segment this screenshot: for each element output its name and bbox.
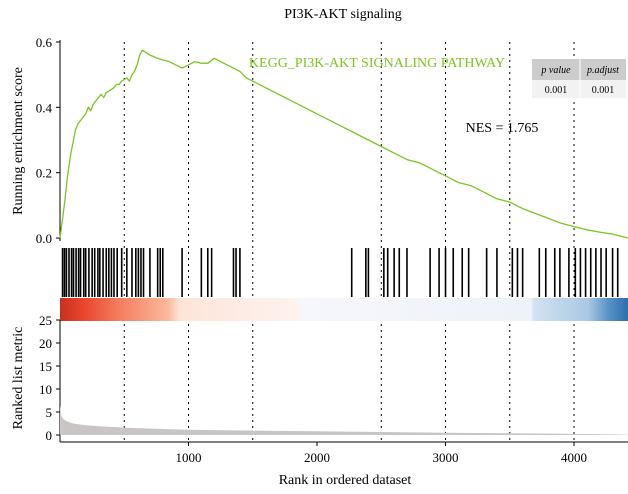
stats-values-bg bbox=[532, 80, 626, 98]
metric-tick-label: 10 bbox=[39, 382, 52, 397]
metric-tick-label: 5 bbox=[46, 405, 53, 420]
x-tick-label: 3000 bbox=[433, 450, 459, 465]
pathway-label: KEGG_PI3K-AKT SIGNALING PATHWAY bbox=[249, 56, 505, 71]
x-tick-label: 4000 bbox=[561, 450, 587, 465]
metric-y-label: Ranked list metric bbox=[11, 327, 26, 430]
nes-label: NES = 1.765 bbox=[466, 121, 539, 136]
stats-header-pvalue: p value bbox=[540, 65, 571, 76]
enrichment-y-label: Running enrichment score bbox=[11, 67, 26, 215]
x-tick-label: 1000 bbox=[176, 450, 202, 465]
stats-table: p value p.adjust 0.001 0.001 bbox=[532, 59, 626, 98]
stats-header-bg bbox=[532, 59, 626, 80]
metric-tick-label: 20 bbox=[39, 336, 52, 351]
enrichment-tick-label: 0.6 bbox=[36, 35, 53, 50]
chart-title: PI3K-AKT signaling bbox=[284, 7, 402, 22]
metric-y-ticks: 0 5 10 15 20 25 bbox=[39, 313, 60, 443]
enrichment-tick-label: 0.2 bbox=[36, 166, 52, 181]
enrichment-y-ticks: 0.0 0.2 0.4 0.6 bbox=[36, 35, 60, 246]
stats-header-padjust: p.adjust bbox=[586, 65, 619, 76]
metric-tick-label: 25 bbox=[39, 313, 52, 328]
x-tick-label: 2000 bbox=[304, 450, 330, 465]
enrichment-tick-label: 0.4 bbox=[36, 100, 53, 115]
hit-barcode bbox=[61, 248, 619, 297]
running-enrichment-curve bbox=[59, 49, 628, 239]
enrichment-panel: 0.0 0.2 0.4 0.6 Running enrichment score KE… bbox=[11, 35, 628, 246]
x-axis-label: Rank in ordered dataset bbox=[279, 473, 412, 488]
stats-value-padjust: 0.001 bbox=[592, 85, 615, 96]
metric-tick-label: 15 bbox=[39, 359, 52, 374]
metric-area-fill bbox=[60, 405, 628, 435]
x-axis-ticks: 1000 2000 3000 4000 bbox=[176, 442, 587, 465]
enrichment-line bbox=[59, 49, 628, 239]
dotted-guides bbox=[123, 42, 575, 442]
stats-value-pvalue: 0.001 bbox=[545, 85, 568, 96]
ranked-metric-area bbox=[60, 405, 628, 435]
ranking-gradient-bar bbox=[60, 298, 628, 321]
enrichment-tick-label: 0.0 bbox=[36, 231, 52, 246]
metric-panel: 0 5 10 15 20 25 Ranked list metric 1000 2000 30… bbox=[11, 313, 628, 488]
metric-tick-label: 0 bbox=[46, 428, 53, 443]
